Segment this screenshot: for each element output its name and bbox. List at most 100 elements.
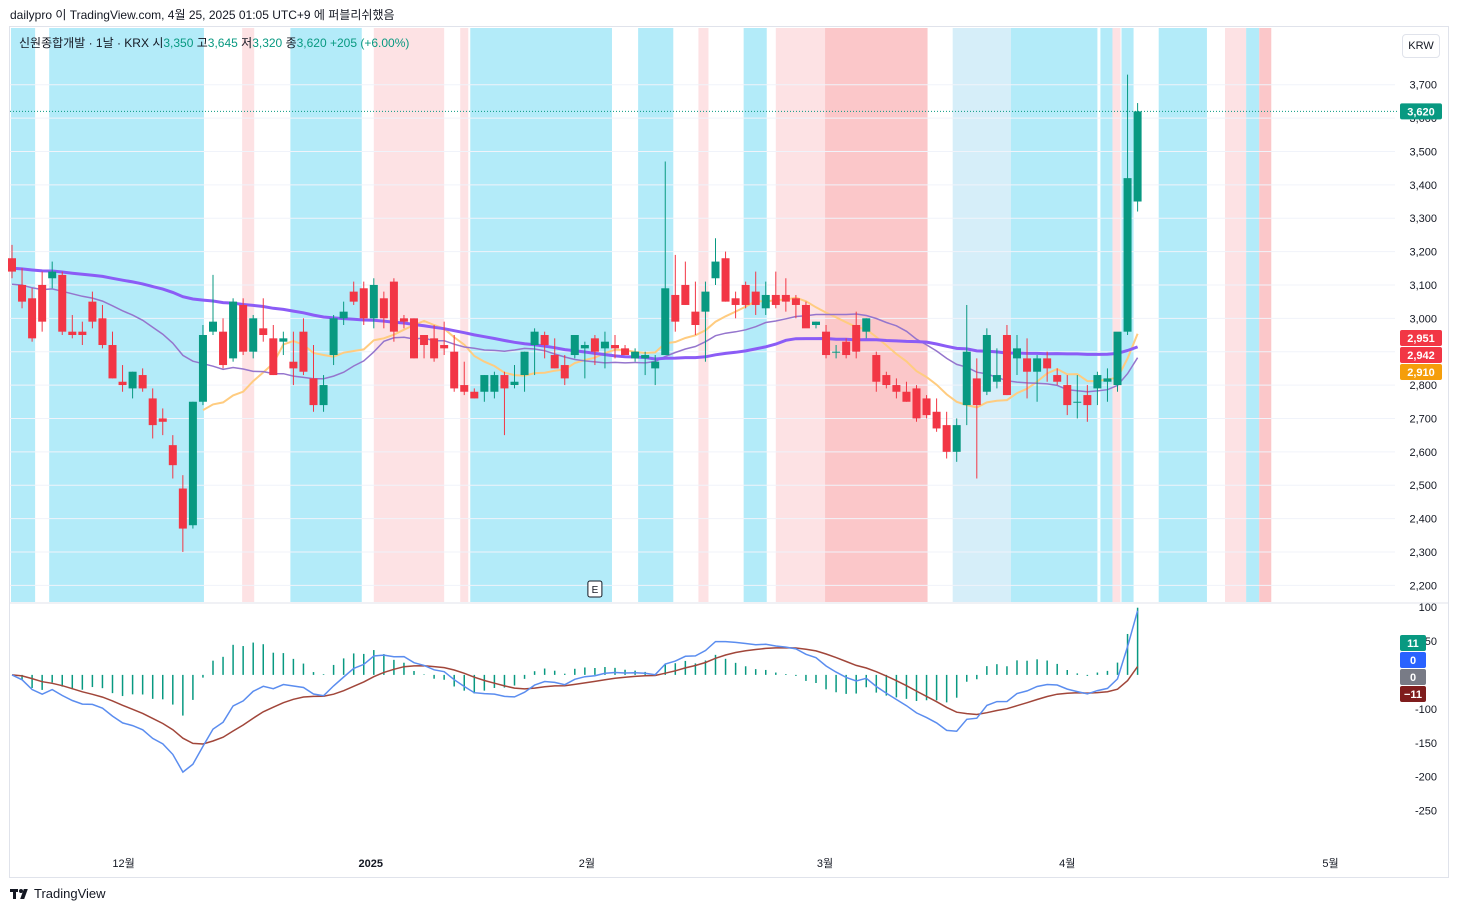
ma-badge xyxy=(1400,347,1442,363)
candle-body xyxy=(319,385,328,406)
candle-body xyxy=(389,281,398,332)
candle-body xyxy=(812,321,820,325)
footer-brand: TradingView xyxy=(10,886,106,901)
candle-body xyxy=(38,284,47,322)
candle-body xyxy=(460,385,469,392)
candle-body xyxy=(1053,375,1062,382)
macd-line xyxy=(11,610,1139,774)
ma-badge-text: 2,942 xyxy=(1407,350,1435,362)
macd-signal-line xyxy=(11,647,1139,745)
candle-body xyxy=(279,338,288,342)
candle-body xyxy=(621,348,630,356)
signal-band xyxy=(1112,28,1121,602)
signal-bands xyxy=(10,28,1272,602)
candle-body xyxy=(8,258,16,272)
signal-band xyxy=(242,28,255,602)
price-axis: 2,2002,3002,4002,5002,6002,7002,8002,900… xyxy=(10,80,1442,592)
candle-body xyxy=(299,331,308,372)
candle-body xyxy=(1083,395,1092,406)
low-value: 3,320 xyxy=(252,36,283,50)
currency-button[interactable]: KRW xyxy=(1402,34,1440,58)
macd-tick-label: -150 xyxy=(1415,738,1437,750)
close-value: 3,620 xyxy=(296,36,327,50)
ma-badge xyxy=(1400,364,1442,380)
candle-body xyxy=(1133,111,1142,202)
candle-body xyxy=(410,318,418,359)
candle-body xyxy=(339,311,348,319)
candle-body xyxy=(229,301,238,359)
candle-body xyxy=(1093,375,1102,389)
candle-body xyxy=(842,341,851,356)
candle-body xyxy=(751,291,760,305)
macd-badge-text: 11 xyxy=(1407,638,1419,650)
candle-body xyxy=(168,445,177,466)
candle-body xyxy=(490,375,499,392)
candle-body xyxy=(108,345,117,379)
candle-body xyxy=(691,311,700,325)
chart-frame xyxy=(9,26,1449,878)
candle-body xyxy=(289,361,298,369)
candle-body xyxy=(781,294,790,302)
candle-body xyxy=(972,378,981,406)
candle-body xyxy=(78,331,87,336)
candle-body xyxy=(178,488,187,529)
candle-body xyxy=(761,294,770,309)
candle-body xyxy=(188,401,197,526)
candle-body xyxy=(369,284,378,319)
candle-body xyxy=(651,361,660,369)
price-tick-label: 2,500 xyxy=(1409,480,1437,492)
candle-body xyxy=(329,318,338,356)
candle-body xyxy=(379,298,388,319)
candle-body xyxy=(198,335,207,402)
time-tick-label: 2025 xyxy=(359,858,383,870)
candle-body xyxy=(48,271,57,279)
signal-band xyxy=(952,28,1011,602)
candle-body xyxy=(661,288,670,356)
candle-body xyxy=(128,371,137,389)
signal-band xyxy=(1246,28,1260,602)
candle-body xyxy=(399,318,408,322)
open-value: 3,350 xyxy=(163,36,194,50)
candle-body xyxy=(912,388,921,419)
price-tick-label: 3,000 xyxy=(1409,313,1437,325)
price-tick-label: 3,700 xyxy=(1409,80,1437,92)
candle-body xyxy=(510,381,519,386)
candles: E xyxy=(8,74,1142,598)
candle-body xyxy=(822,331,831,356)
candle-body xyxy=(1043,358,1052,369)
close-label: 종 xyxy=(285,36,297,50)
candle-body xyxy=(1013,348,1021,359)
signal-band xyxy=(1158,28,1207,602)
macd-tick-label: -100 xyxy=(1415,704,1437,716)
candle-body xyxy=(801,304,810,329)
candle-body xyxy=(520,351,529,376)
candle-body xyxy=(1113,331,1122,386)
candle-body xyxy=(570,335,579,356)
candle-body xyxy=(88,301,97,322)
candle-body xyxy=(580,345,589,349)
candle-body xyxy=(148,398,157,426)
candle-body xyxy=(701,291,710,312)
candle-body xyxy=(862,318,871,332)
price-tick-label: 3,500 xyxy=(1409,146,1437,158)
candle-body xyxy=(440,345,449,349)
earnings-marker xyxy=(587,580,603,598)
candle-body xyxy=(500,375,509,389)
candle-body xyxy=(98,318,107,346)
price-tick-label: 3,300 xyxy=(1409,213,1437,225)
candle-body xyxy=(922,398,931,416)
candle-body xyxy=(269,338,278,376)
candle-body xyxy=(631,351,640,359)
candle-body xyxy=(942,425,951,452)
price-grid xyxy=(10,84,1448,604)
low-label: 저 xyxy=(241,36,253,50)
signal-band xyxy=(1225,28,1247,602)
symbol-name: 신원종합개발 · 1날 · KRX xyxy=(19,36,149,50)
ma-short-line xyxy=(202,296,1139,411)
macd-tick-label: -250 xyxy=(1415,806,1437,818)
candle-body xyxy=(349,291,358,302)
candle-body xyxy=(560,365,569,379)
ma-badge xyxy=(1400,330,1442,346)
